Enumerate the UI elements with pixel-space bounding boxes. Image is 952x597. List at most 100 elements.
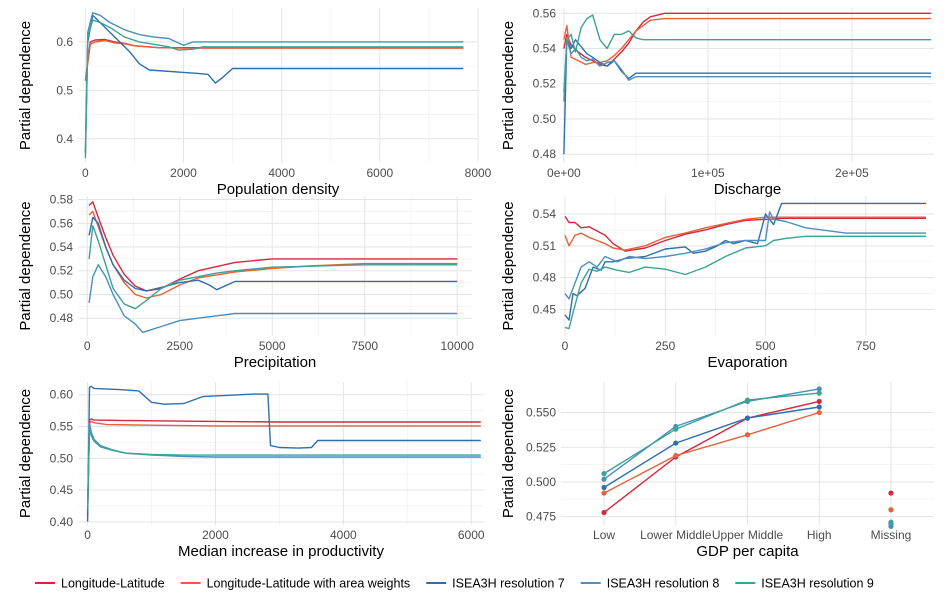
series-line (84, 14, 464, 154)
series-longitude-latitude (88, 201, 458, 292)
series-longitude-latitude-with-area-weights (563, 17, 932, 66)
series-line (86, 385, 481, 522)
y-axis-label: Partial dependence (17, 21, 34, 150)
data-point (744, 432, 751, 438)
y-tick-label: 0.52 (533, 77, 557, 91)
legend-item-isea3h-resolution-8: ISEA3H resolution 8 (580, 577, 719, 591)
y-tick-label: 0.58 (50, 193, 74, 207)
data-point (888, 507, 894, 513)
data-point (816, 398, 822, 405)
x-axis-label: Precipitation (234, 354, 317, 371)
series-line (603, 388, 820, 480)
x-tick-label: 2500 (166, 339, 193, 353)
x-tick-label: 2e+05 (835, 166, 869, 180)
x-tick-label: Lower Middle (640, 528, 712, 542)
y-tick-label: 0.48 (50, 311, 74, 325)
y-tick-label: 0.48 (533, 271, 557, 285)
x-tick-label: 6000 (366, 166, 393, 180)
data-point (888, 523, 894, 529)
x-tick-label: 750 (856, 339, 876, 353)
y-tick-label: 0.45 (50, 483, 74, 497)
data-point (816, 390, 822, 396)
series-isea3h-resolution-7 (563, 39, 932, 155)
x-tick-label: 1e+05 (691, 166, 725, 180)
series-line (84, 38, 464, 81)
series-line (88, 216, 458, 292)
series-line (86, 418, 481, 516)
y-axis-label: Partial dependence (500, 201, 517, 330)
series-isea3h-resolution-8 (564, 211, 926, 300)
series-line (564, 215, 926, 252)
y-tick-label: 0.525 (526, 440, 556, 454)
legend-item-isea3h-resolution-9: ISEA3H resolution 9 (735, 577, 874, 591)
data-point (601, 490, 607, 496)
x-tick-label: 0 (84, 528, 91, 542)
panel-evaporation: 0.45 0.48 0.51 0.54 0 250 500 750 Evaporation Par… (500, 196, 934, 371)
x-axis-label: GDP per capita (696, 543, 799, 560)
series-isea3h-resolution-9 (88, 224, 458, 310)
series-line (563, 14, 932, 93)
series-longitude-latitude (564, 215, 926, 252)
y-axis-label: Partial dependence (500, 21, 517, 150)
x-axis-label: Discharge (714, 181, 782, 198)
series-longitude-latitude (86, 418, 481, 516)
y-axis-label: Partial dependence (500, 389, 517, 518)
x-tick-label: 2000 (170, 166, 197, 180)
series-line (603, 392, 820, 475)
x-tick-label: Upper Middle (712, 528, 784, 542)
x-tick-label: 0 (82, 166, 89, 180)
data-point (673, 452, 679, 459)
x-tick-label: 6000 (458, 528, 485, 542)
y-tick-label: 0.6 (56, 35, 73, 49)
data-point (816, 409, 822, 416)
legend-label: Longitude-Latitude (61, 577, 165, 591)
x-tick-label: 4000 (268, 166, 295, 180)
series-longitude-latitude-with-area-weights (88, 210, 458, 299)
series-isea3h-resolution-9 (86, 429, 481, 510)
series-line (84, 12, 464, 154)
y-tick-label: 0.5 (56, 83, 73, 97)
series-isea3h-resolution-7 (86, 385, 481, 522)
panel-median-increase-in-productivity: 0.40 0.45 0.50 0.55 0.60 0 2000 4000 6000 Median … (17, 382, 485, 560)
series-isea3h-resolution-8 (86, 422, 481, 510)
series-longitude-latitude-with-area-weights (601, 409, 894, 513)
series-line (563, 17, 932, 66)
series-longitude-latitude (84, 38, 464, 81)
series-isea3h-resolution-9 (601, 390, 894, 525)
panel-population-density: 0.4 0.5 0.6 0 2000 4000 6000 8000 Population den… (17, 8, 492, 198)
series-isea3h-resolution-7 (564, 202, 926, 321)
series-line (84, 19, 464, 159)
series-line (564, 216, 926, 251)
series-isea3h-resolution-8 (84, 12, 464, 154)
series-line (564, 202, 926, 321)
series-line (88, 224, 458, 310)
y-axis-label: Partial dependence (17, 201, 34, 330)
data-point (888, 490, 894, 496)
legend-label: ISEA3H resolution 7 (452, 577, 565, 591)
series-line (86, 420, 481, 516)
y-tick-label: 0.56 (533, 6, 557, 20)
x-axis-label: Population density (217, 181, 340, 198)
y-axis-label: Partial dependence (17, 389, 34, 518)
x-tick-label: 0e+00 (547, 166, 581, 180)
legend-label: ISEA3H resolution 9 (761, 577, 874, 591)
data-point (888, 519, 894, 525)
x-tick-label: Missing (871, 528, 912, 542)
y-tick-label: 0.54 (533, 42, 557, 56)
y-tick-label: 0.475 (526, 510, 556, 524)
x-tick-label: 500 (756, 339, 776, 353)
y-tick-label: 0.4 (56, 132, 73, 146)
x-tick-label: 5000 (259, 339, 286, 353)
data-point (601, 476, 607, 482)
series-isea3h-resolution-7 (84, 14, 464, 154)
x-tick-label: 7500 (351, 339, 378, 353)
x-tick-label: Low (593, 528, 615, 542)
y-tick-label: 0.55 (50, 419, 74, 433)
x-tick-label: 0 (84, 339, 91, 353)
x-tick-label: High (807, 528, 832, 542)
y-tick-label: 0.45 (533, 302, 557, 316)
y-tick-label: 0.51 (533, 239, 557, 253)
data-point (601, 471, 607, 477)
